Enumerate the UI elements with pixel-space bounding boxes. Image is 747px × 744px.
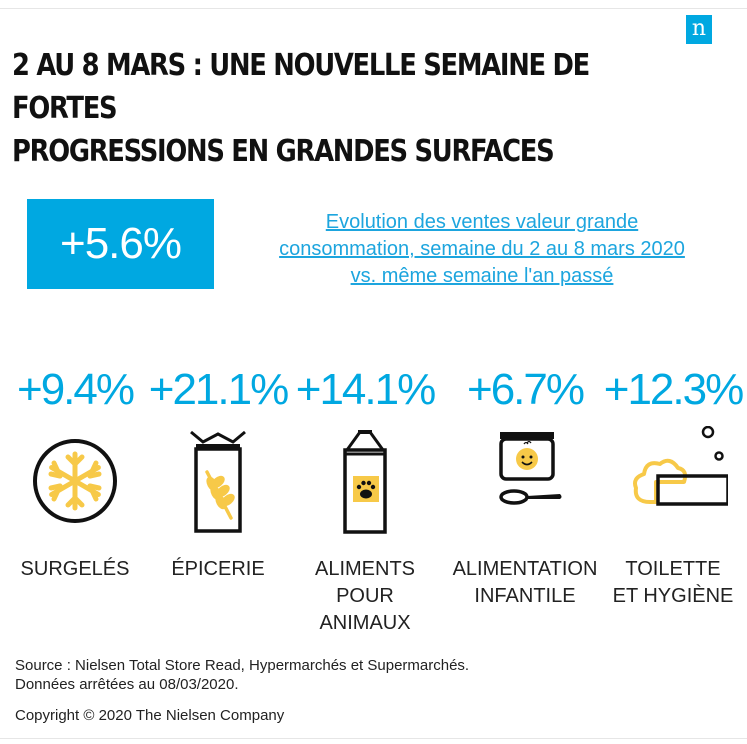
category-label-line: INFANTILE [474, 585, 576, 607]
category-label: ALIMENTS POUR ANIMAUX [290, 556, 440, 637]
source-line-2: Données arrêtées au 08/03/2020. [15, 676, 239, 693]
title-line-1: 2 AU 8 MARS : UNE NOUVELLE SEMAINE DE FO… [12, 48, 590, 126]
title-line-2: PROGRESSIONS EN GRANDES SURFACES [12, 134, 555, 169]
category-label: ALIMENTATION INFANTILE [450, 556, 600, 610]
category-value: +12.3% [603, 365, 744, 414]
page-title: 2 AU 8 MARS : UNE NOUVELLE SEMAINE DE FO… [12, 44, 666, 173]
category-label-line: ALIMENTATION [452, 558, 598, 580]
category-value: +9.4% [17, 365, 135, 414]
category-alimentation-infantile: +6.7% ALIMENTATION INFANTILE [450, 362, 600, 610]
category-toilette-hygiene: +12.3% TOILETTE ET HYGIÈNE [598, 362, 747, 610]
category-label: ÉPICERIE [143, 556, 293, 583]
category-value: +6.7% [467, 365, 585, 414]
category-surgeles: +9.4% SURGELÉS [0, 362, 150, 583]
category-label: SURGELÉS [0, 556, 150, 583]
headline-description[interactable]: Evolution des ventes valeur grande conso… [232, 209, 732, 290]
category-label-line: POUR [336, 585, 394, 607]
category-label-line: SURGELÉS [20, 558, 130, 580]
source-note: Source : Nielsen Total Store Read, Hyper… [15, 656, 469, 694]
headline-desc-line-3: vs. même semaine l'an passé [350, 265, 614, 287]
category-label-line: TOILETTE [625, 558, 721, 580]
snowflake-icon [33, 439, 117, 523]
baby-food-jar-icon [499, 432, 562, 505]
pet-food-bag-icon [343, 430, 387, 534]
category-aliments-pour-animaux: +14.1% ALIMENTS POUR ANIMAUX [290, 362, 440, 637]
headline-value: +5.6% [27, 199, 214, 289]
category-label-line: ALIMENTS [314, 558, 416, 580]
bottom-divider [0, 738, 747, 739]
category-epicerie: +21.1% ÉPICERIE [143, 362, 293, 583]
soap-icon [633, 426, 728, 506]
category-value: +14.1% [295, 365, 436, 414]
category-label: TOILETTE ET HYGIÈNE [598, 556, 747, 610]
headline-desc-line-1: Evolution des ventes valeur grande [325, 211, 639, 233]
wheat-bag-icon [190, 430, 246, 533]
frame [0, 8, 747, 744]
headline-desc-line-2: consommation, semaine du 2 au 8 mars 202… [279, 238, 685, 260]
source-line-1: Source : Nielsen Total Store Read, Hyper… [15, 657, 470, 674]
category-label-line: ET HYGIÈNE [612, 585, 734, 607]
copyright: Copyright © 2020 The Nielsen Company [15, 707, 285, 724]
category-label-line: ÉPICERIE [171, 558, 265, 580]
nielsen-logo: n [686, 15, 712, 44]
category-value: +21.1% [148, 365, 289, 414]
category-label-line: ANIMAUX [319, 612, 411, 634]
